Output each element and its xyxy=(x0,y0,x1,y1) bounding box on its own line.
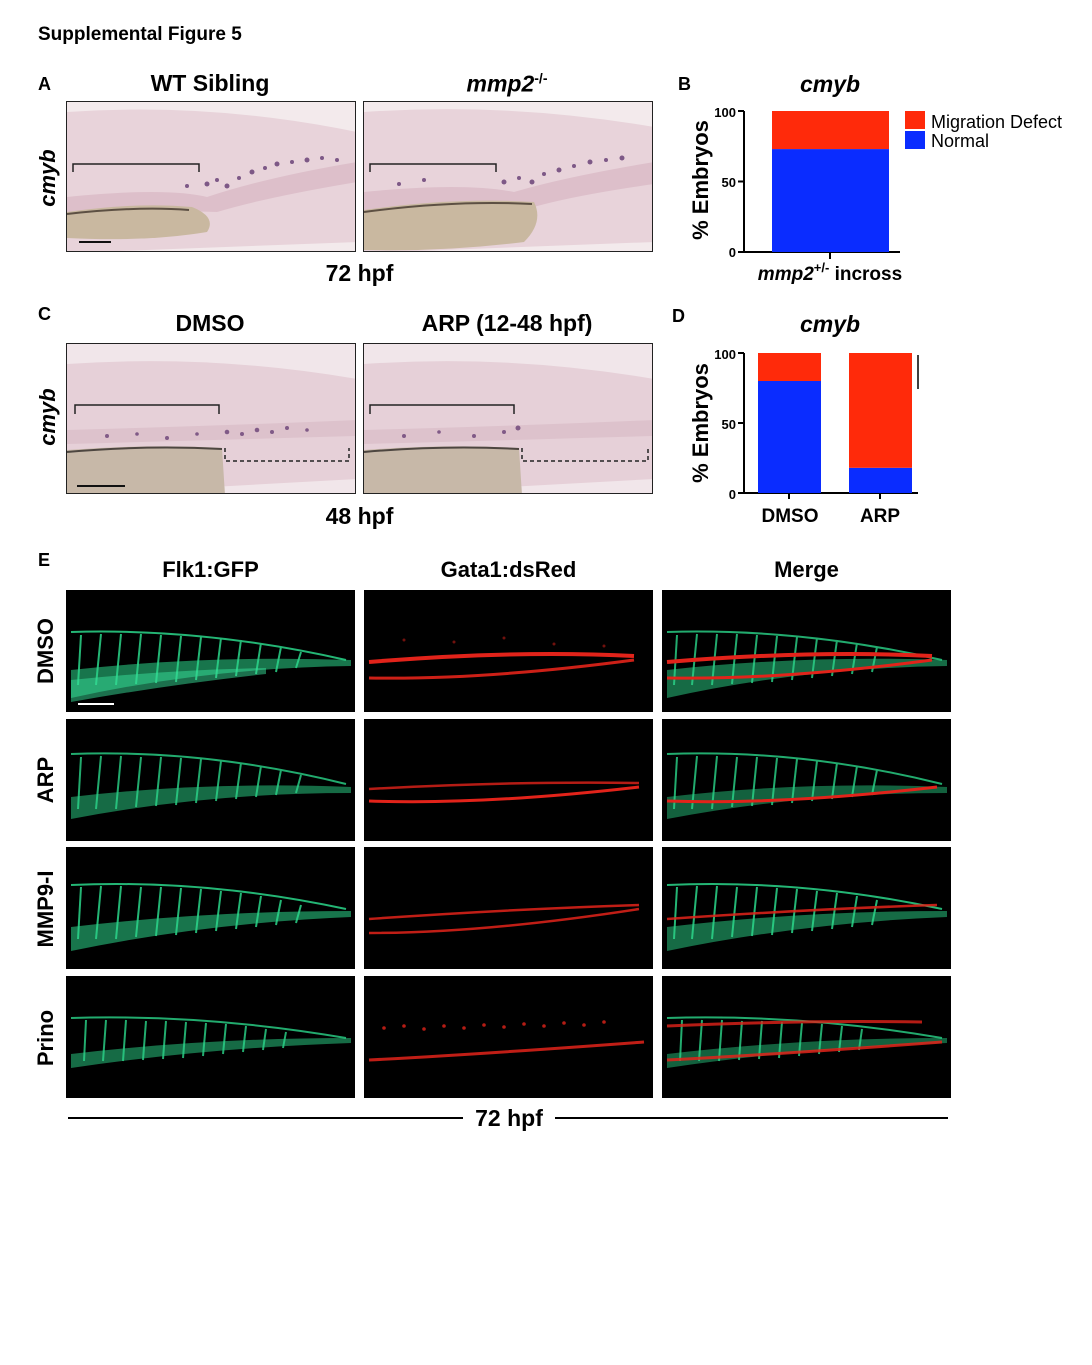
panel-b-bar-defect xyxy=(772,111,889,150)
panel-c-row-label: cmyb xyxy=(35,388,60,446)
panel-d-title: cmyb xyxy=(800,311,860,337)
legend-swatch-normal xyxy=(905,131,925,149)
panel-d-ytick-label-100: 100 xyxy=(714,347,736,362)
panel-d-letter: D xyxy=(672,306,685,326)
panel-b-chart: B cmyb % Embryos 100 50 0 mmp2+/- incros… xyxy=(678,71,1062,285)
legend-label-migration-defect: Migration Defect xyxy=(931,112,1062,132)
mmp9i-merge-image xyxy=(662,847,951,969)
panel-e-row-dmso: DMSO xyxy=(33,618,58,684)
panel-b-ytick-label-0: 0 xyxy=(729,245,736,260)
panel-d-ytick-label-50: 50 xyxy=(722,417,736,432)
legend-swatch-migration-defect xyxy=(905,111,925,129)
panel-e-letter: E xyxy=(38,550,51,570)
arp-flk1-image xyxy=(66,719,355,841)
panel-a-col2-title: mmp2-/- xyxy=(363,70,651,98)
panel-b-ytick-label-50: 50 xyxy=(722,175,736,190)
arp-gata1-image xyxy=(364,719,653,841)
panel-e-row-arp: ARP xyxy=(33,756,58,804)
panel-d-bar-dmso-normal xyxy=(758,381,821,493)
gene-name: mmp2 xyxy=(466,70,535,97)
panel-a-wt-sibling-image xyxy=(66,101,356,252)
panel-c-letter: C xyxy=(38,304,51,324)
panel-b-bar-normal xyxy=(772,149,889,252)
panel-a-letter: A xyxy=(38,74,51,94)
panel-b-letter: B xyxy=(678,74,691,94)
panel-e-row-prino: Prino xyxy=(33,1009,58,1067)
panel-b-ytick-label-100: 100 xyxy=(714,105,736,120)
panel-e-time-bar-right xyxy=(555,1117,948,1119)
panel-a-mmp2-mutant-image xyxy=(363,101,653,252)
panel-d-xtick-label-arp: ARP xyxy=(860,506,900,527)
panel-e-col-gata1: Gata1:dsRed xyxy=(440,557,577,582)
prino-gata1-image xyxy=(364,976,653,1098)
panel-e-time-label: 72 hpf xyxy=(475,1105,543,1131)
panel-c-dmso-image xyxy=(66,343,356,494)
panel-b-xtick-label: mmp2+/- incross xyxy=(758,260,902,285)
prino-flk1-image xyxy=(66,976,355,1098)
panel-c-col1-title: DMSO xyxy=(175,310,245,336)
panel-d-ytick-label-0: 0 xyxy=(729,487,736,502)
panel-d-bar-arp-defect xyxy=(849,353,912,468)
panel-d-bar-dmso-defect xyxy=(758,353,821,381)
panel-e-time-bar-left xyxy=(68,1117,463,1119)
panel-d-bar-arp-normal xyxy=(849,467,912,493)
panel-d-ylabel: % Embryos xyxy=(688,363,713,483)
panel-c-arp-image xyxy=(363,343,653,494)
mmp9i-flk1-image xyxy=(66,847,355,969)
panel-a-col1-title: WT Sibling xyxy=(150,70,270,96)
panel-e-col-flk1: Flk1:GFP xyxy=(162,557,259,582)
panel-e-row-mmp9i: MMP9-I xyxy=(33,870,58,948)
panel-c-time-label: 48 hpf xyxy=(325,503,394,529)
panel-c-col2-title: ARP (12-48 hpf) xyxy=(421,310,593,336)
panel-a-time-label: 72 hpf xyxy=(325,260,394,286)
dmso-gata1-image xyxy=(364,590,653,712)
panel-d-xtick-label-dmso: DMSO xyxy=(762,506,819,527)
arp-merge-image xyxy=(662,719,951,841)
panel-a-row-label: cmyb xyxy=(35,149,60,207)
panel-b-ylabel: % Embryos xyxy=(688,120,713,240)
panel-d-chart: D cmyb % Embryos 100 50 0 DMSO ARP xyxy=(672,306,919,527)
panel-b-title: cmyb xyxy=(800,71,860,97)
mmp9i-gata1-image xyxy=(364,847,653,969)
legend-label-normal: Normal xyxy=(931,131,989,151)
panel-e-col-merge: Merge xyxy=(774,557,839,582)
figure-title: Supplemental Figure 5 xyxy=(38,24,242,45)
dmso-flk1-image xyxy=(66,590,355,712)
dmso-merge-image xyxy=(662,590,951,712)
genotype-superscript: -/- xyxy=(534,70,548,86)
prino-merge-image xyxy=(662,976,951,1098)
